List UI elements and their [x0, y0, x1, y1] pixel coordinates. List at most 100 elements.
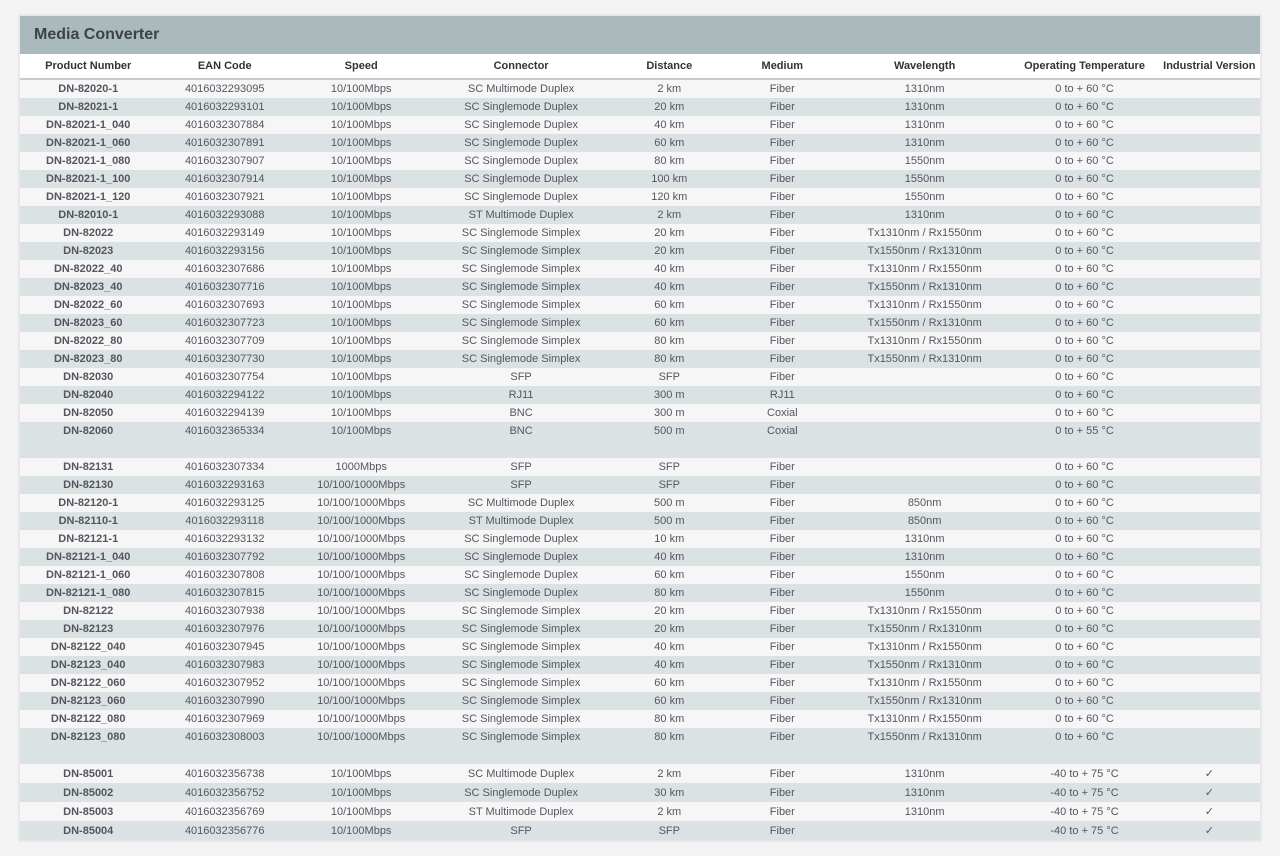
medium: Fiber	[726, 656, 839, 674]
table-row: DN-82123_060401603230799010/100/1000Mbps…	[20, 692, 1260, 710]
speed: 10/100Mbps	[293, 350, 429, 368]
table-row: DN-82123_040401603230798310/100/1000Mbps…	[20, 656, 1260, 674]
industrial-version: ✓	[1159, 802, 1260, 821]
panel: Media Converter Product NumberEAN CodeSp…	[18, 14, 1262, 842]
distance: 40 km	[613, 638, 726, 656]
connector: SC Singlemode Duplex	[429, 530, 612, 548]
product-number: DN-82021-1_040	[20, 116, 156, 134]
ean-code: 4016032307792	[156, 548, 292, 566]
distance: 2 km	[613, 206, 726, 224]
product-number: DN-82110-1	[20, 512, 156, 530]
table-row: DN-82021-1401603229310110/100MbpsSC Sing…	[20, 98, 1260, 116]
product-number: DN-82060	[20, 422, 156, 440]
operating-temperature: 0 to + 60 °C	[1010, 638, 1158, 656]
table-row: DN-82121-1_040401603230779210/100/1000Mb…	[20, 548, 1260, 566]
operating-temperature: 0 to + 60 °C	[1010, 656, 1158, 674]
operating-temperature: 0 to + 60 °C	[1010, 296, 1158, 314]
speed: 10/100/1000Mbps	[293, 584, 429, 602]
ean-code: 4016032356752	[156, 783, 292, 802]
wavelength: Tx1310nm / Rx1550nm	[839, 602, 1011, 620]
connector: SC Singlemode Simplex	[429, 692, 612, 710]
speed: 10/100/1000Mbps	[293, 620, 429, 638]
ean-code: 4016032307716	[156, 278, 292, 296]
distance: SFP	[613, 458, 726, 476]
industrial-version	[1159, 458, 1260, 476]
distance: 300 m	[613, 404, 726, 422]
connector: SC Singlemode Simplex	[429, 602, 612, 620]
operating-temperature: 0 to + 60 °C	[1010, 620, 1158, 638]
product-number: DN-82023	[20, 242, 156, 260]
wavelength: 1310nm	[839, 548, 1011, 566]
ean-code: 4016032307938	[156, 602, 292, 620]
wavelength: 1310nm	[839, 98, 1011, 116]
connector: SC Singlemode Simplex	[429, 638, 612, 656]
operating-temperature: -40 to + 75 °C	[1010, 764, 1158, 783]
product-number: DN-82021-1_060	[20, 134, 156, 152]
industrial-version	[1159, 602, 1260, 620]
wavelength: Tx1550nm / Rx1310nm	[839, 656, 1011, 674]
table-row: DN-82122_060401603230795210/100/1000Mbps…	[20, 674, 1260, 692]
operating-temperature: 0 to + 60 °C	[1010, 674, 1158, 692]
industrial-version: ✓	[1159, 783, 1260, 802]
product-number: DN-82131	[20, 458, 156, 476]
wavelength: Tx1310nm / Rx1550nm	[839, 332, 1011, 350]
ean-code: 4016032307334	[156, 458, 292, 476]
speed: 10/100Mbps	[293, 764, 429, 783]
distance: 20 km	[613, 98, 726, 116]
table-row: DN-85003401603235676910/100MbpsST Multim…	[20, 802, 1260, 821]
ean-code: 4016032307983	[156, 656, 292, 674]
ean-code: 4016032307952	[156, 674, 292, 692]
table-row: DN-82020-1401603229309510/100MbpsSC Mult…	[20, 79, 1260, 98]
medium: Coxial	[726, 422, 839, 440]
medium: Fiber	[726, 368, 839, 386]
wavelength: 850nm	[839, 512, 1011, 530]
operating-temperature: 0 to + 60 °C	[1010, 314, 1158, 332]
speed: 10/100/1000Mbps	[293, 494, 429, 512]
table-row: DN-82022401603229314910/100MbpsSC Single…	[20, 224, 1260, 242]
operating-temperature: 0 to + 60 °C	[1010, 260, 1158, 278]
industrial-version	[1159, 170, 1260, 188]
medium: Fiber	[726, 728, 839, 746]
speed: 10/100Mbps	[293, 821, 429, 840]
distance: 80 km	[613, 152, 726, 170]
operating-temperature: 0 to + 60 °C	[1010, 188, 1158, 206]
table-row: DN-82121-1_060401603230780810/100/1000Mb…	[20, 566, 1260, 584]
industrial-version	[1159, 584, 1260, 602]
col-header: Connector	[429, 54, 612, 79]
product-number: DN-82123	[20, 620, 156, 638]
connector: SC Singlemode Duplex	[429, 584, 612, 602]
table-spacer	[20, 746, 1260, 764]
operating-temperature: 0 to + 60 °C	[1010, 548, 1158, 566]
medium: Fiber	[726, 566, 839, 584]
ean-code: 4016032307884	[156, 116, 292, 134]
wavelength: 1550nm	[839, 152, 1011, 170]
medium: Fiber	[726, 638, 839, 656]
operating-temperature: -40 to + 75 °C	[1010, 821, 1158, 840]
distance: 500 m	[613, 494, 726, 512]
table-row: DN-82122_080401603230796910/100/1000Mbps…	[20, 710, 1260, 728]
col-header: Distance	[613, 54, 726, 79]
speed: 10/100Mbps	[293, 206, 429, 224]
distance: 500 m	[613, 422, 726, 440]
ean-code: 4016032293101	[156, 98, 292, 116]
table-row: DN-82023401603229315610/100MbpsSC Single…	[20, 242, 1260, 260]
ean-code: 4016032307686	[156, 260, 292, 278]
table-row: DN-82022_80401603230770910/100MbpsSC Sin…	[20, 332, 1260, 350]
connector: SC Singlemode Duplex	[429, 170, 612, 188]
wavelength: 1310nm	[839, 530, 1011, 548]
speed: 10/100Mbps	[293, 242, 429, 260]
connector: SC Singlemode Duplex	[429, 116, 612, 134]
distance: SFP	[613, 368, 726, 386]
wavelength: 1310nm	[839, 783, 1011, 802]
ean-code: 4016032307723	[156, 314, 292, 332]
industrial-version	[1159, 314, 1260, 332]
ean-code: 4016032307945	[156, 638, 292, 656]
connector: SC Singlemode Simplex	[429, 620, 612, 638]
table-row: DN-82021-1_040401603230788410/100MbpsSC …	[20, 116, 1260, 134]
col-header: Wavelength	[839, 54, 1011, 79]
connector: SC Multimode Duplex	[429, 494, 612, 512]
distance: 40 km	[613, 656, 726, 674]
media-converter-table: Product NumberEAN CodeSpeedConnectorDist…	[20, 54, 1260, 840]
table-row: DN-82023_60401603230772310/100MbpsSC Sin…	[20, 314, 1260, 332]
industrial-version	[1159, 656, 1260, 674]
